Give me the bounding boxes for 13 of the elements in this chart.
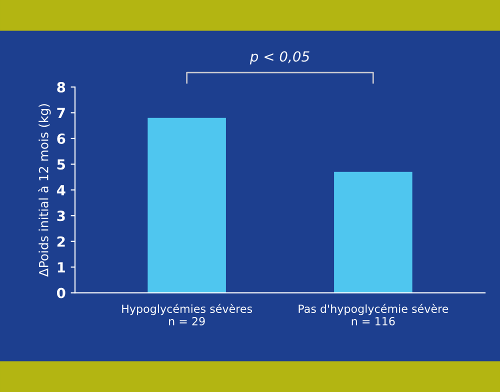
y-tick-label: 3 <box>57 210 65 222</box>
y-tick-label: 8 <box>57 82 66 92</box>
y-tick-label: 7 <box>57 108 65 118</box>
y-tick-label: 6 <box>57 133 66 144</box>
y-tick-label: 0 <box>56 288 66 298</box>
y-tick-label: 5 <box>57 159 65 170</box>
y-tick-label: 4 <box>56 185 66 196</box>
y-tick-label: 2 <box>57 236 65 247</box>
x-tick-label: Hypoglycémies sévères n = 29 <box>122 304 252 326</box>
y-tick-label: 1 <box>58 262 66 272</box>
x-tick-label: Pas d'hypoglycémie sévère n = 116 <box>298 304 448 326</box>
text: p < 0,05 <box>250 51 310 64</box>
y-axis-title: ΔPoids initial à 12 mois (kg) <box>38 104 51 277</box>
